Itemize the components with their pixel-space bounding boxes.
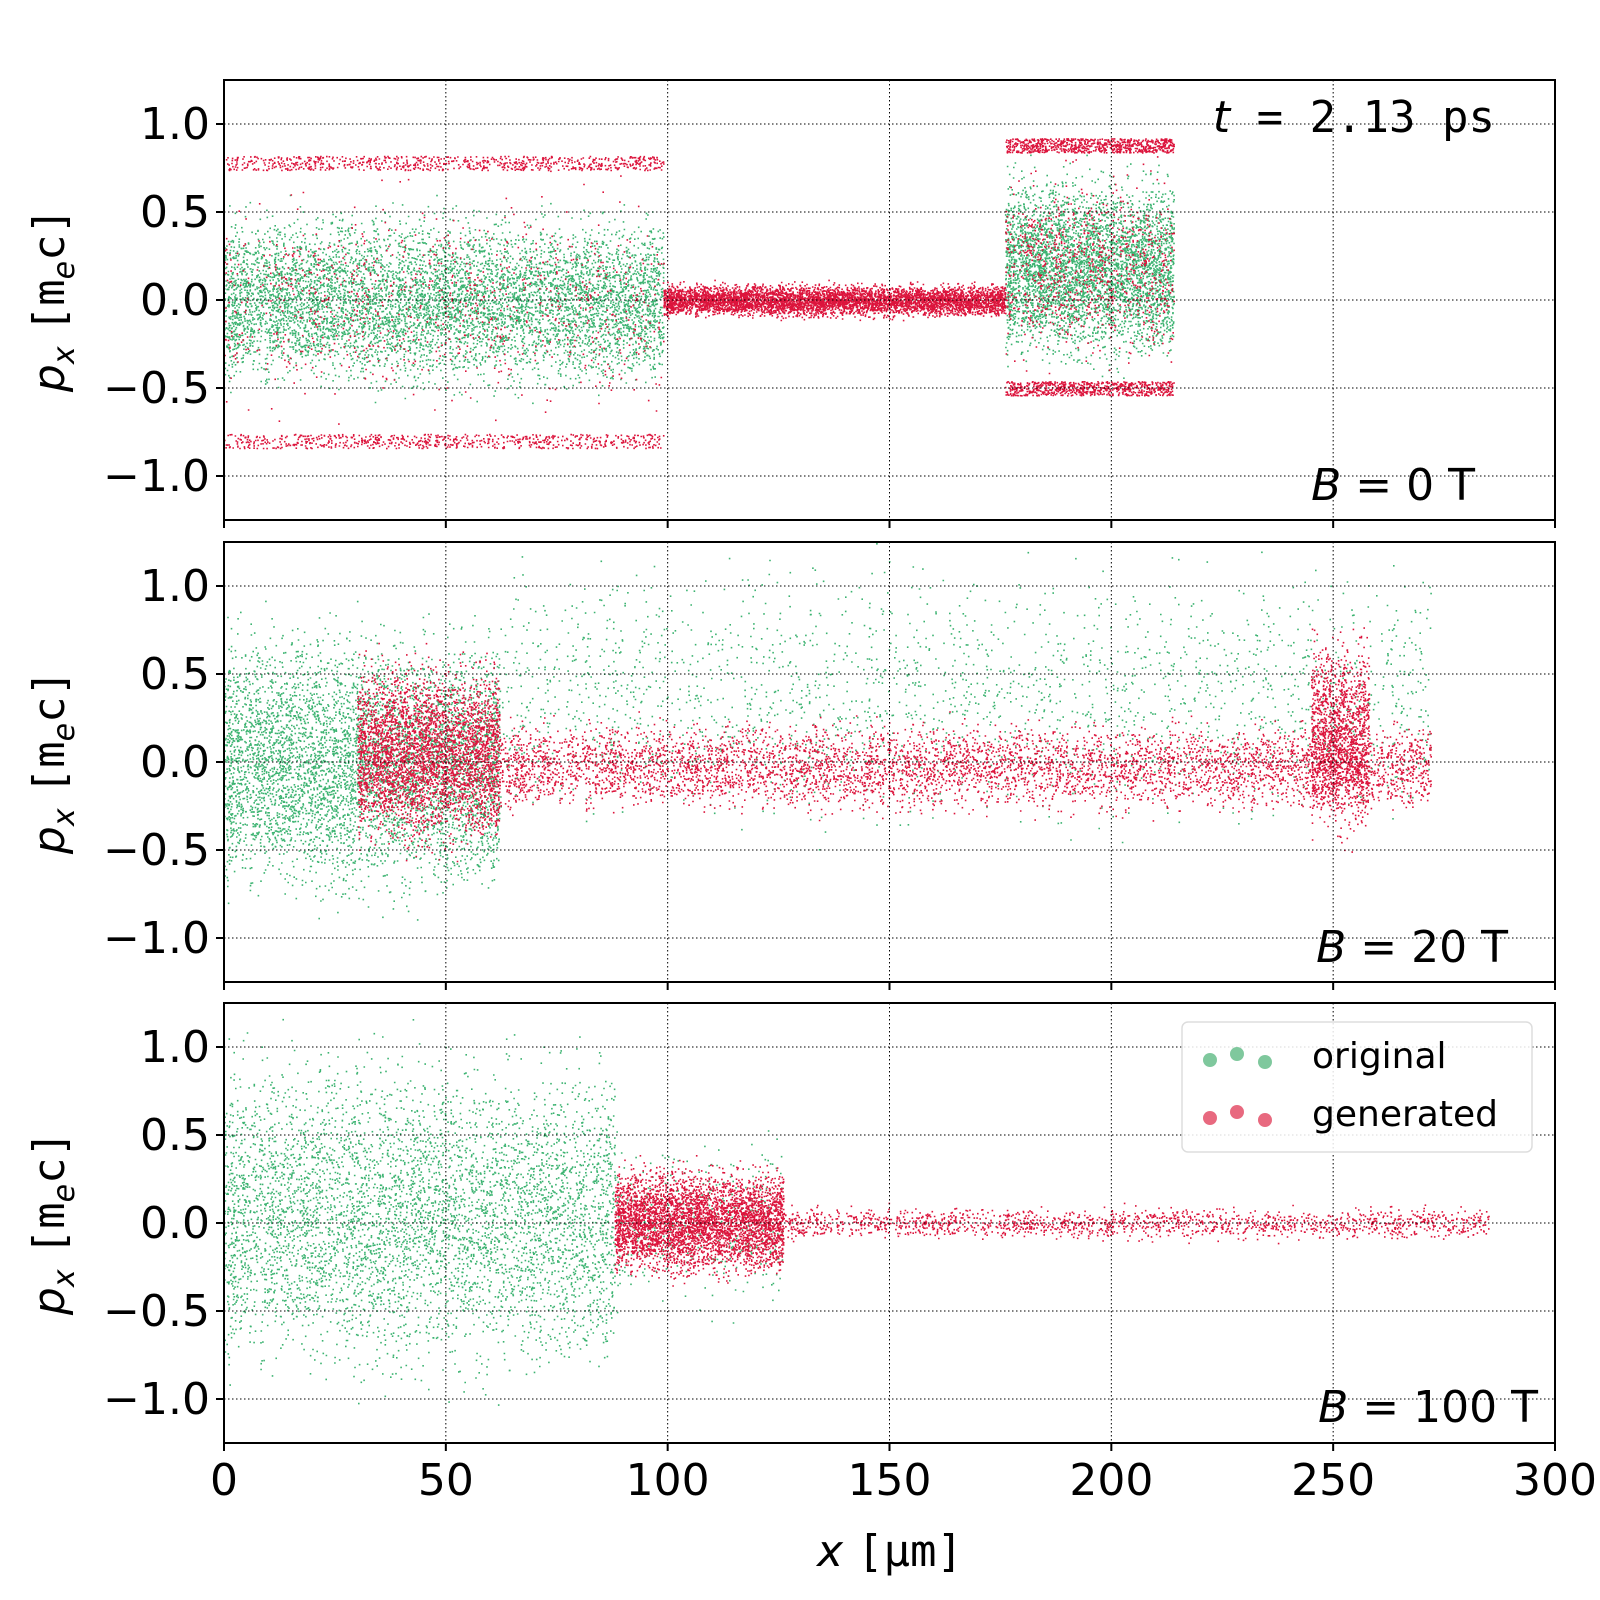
series-generated-top — [224, 138, 1175, 450]
ytick-label: 1.0 — [140, 561, 210, 612]
ytick-label: −0.5 — [103, 825, 210, 876]
panel-middle-ticks: 1.0 0.5 0.0 −0.5 −1.0 — [103, 561, 1556, 990]
ytick-label: 0.0 — [140, 1198, 210, 1249]
ytick-label: 1.0 — [140, 99, 210, 150]
ytick-label: 1.0 — [140, 1022, 210, 1073]
panel-top: 1.0 0.5 0.0 −0.5 −1.0 px [mec] t = 2.13 ps B… — [24, 79, 1556, 528]
ytick-label: 0.5 — [140, 649, 210, 700]
panel-top-scatter — [224, 138, 1175, 450]
legend-marker-generated — [1203, 1105, 1272, 1127]
series-original-middle — [224, 543, 1432, 921]
panel-top-field-annotation: B = 0 T — [1311, 460, 1475, 511]
series-generated-bottom — [614, 1155, 1490, 1287]
xtick-label: 50 — [418, 1455, 474, 1506]
xtick-label: 300 — [1513, 1455, 1597, 1506]
legend-marker-original — [1203, 1047, 1272, 1069]
legend: original generated — [1181, 1021, 1533, 1153]
time-annotation: t = 2.13 ps — [1213, 92, 1495, 143]
legend-label-original: original — [1312, 1036, 1447, 1077]
xtick-label: 0 — [210, 1455, 238, 1506]
ytick-label: 0.5 — [140, 1110, 210, 1161]
series-original-bottom — [224, 1018, 784, 1406]
ytick-label: 0.5 — [140, 187, 210, 238]
panel-bottom-ticks: 1.0 0.5 0.0 −0.5 −1.00 50 100 150 200 250 300 — [103, 1022, 1597, 1506]
panel-top-ylabel: px [mec] — [24, 208, 82, 393]
legend-label-generated: generated — [1312, 1094, 1498, 1135]
ytick-label: −1.0 — [103, 1374, 210, 1425]
ytick-label: −1.0 — [103, 451, 210, 502]
panel-bottom-scatter — [224, 1018, 1490, 1406]
xtick-label: 200 — [1069, 1455, 1153, 1506]
ytick-label: 0.0 — [140, 737, 210, 788]
ytick-label: −0.5 — [103, 1286, 210, 1337]
ytick-label: −1.0 — [103, 913, 210, 964]
panel-bottom-ylabel: px [mec] — [24, 1131, 82, 1316]
panel-middle-scatter — [224, 543, 1433, 921]
panel-bottom: 1.0 0.5 0.0 −0.5 −1.00 50 100 150 200 250 300 px [… — [24, 1002, 1597, 1506]
panel-top-grid — [224, 80, 1555, 520]
panel-top-ticks: 1.0 0.5 0.0 −0.5 −1.0 — [103, 99, 1556, 528]
ytick-label: −0.5 — [103, 363, 210, 414]
panel-middle: 1.0 0.5 0.0 −0.5 −1.0 px [mec] B = 20 T — [24, 541, 1556, 990]
series-generated-middle — [357, 627, 1433, 863]
panel-middle-grid — [224, 542, 1555, 982]
x-axis-label: x [μm] — [815, 1526, 963, 1577]
ytick-label: 0.0 — [140, 275, 210, 326]
panel-middle-field-annotation: B = 20 T — [1316, 922, 1508, 973]
xtick-label: 150 — [848, 1455, 932, 1506]
panel-middle-ylabel: px [mec] — [24, 670, 82, 855]
xtick-label: 100 — [626, 1455, 710, 1506]
panel-bottom-field-annotation: B = 100 T — [1318, 1382, 1538, 1433]
xtick-label: 250 — [1291, 1455, 1375, 1506]
